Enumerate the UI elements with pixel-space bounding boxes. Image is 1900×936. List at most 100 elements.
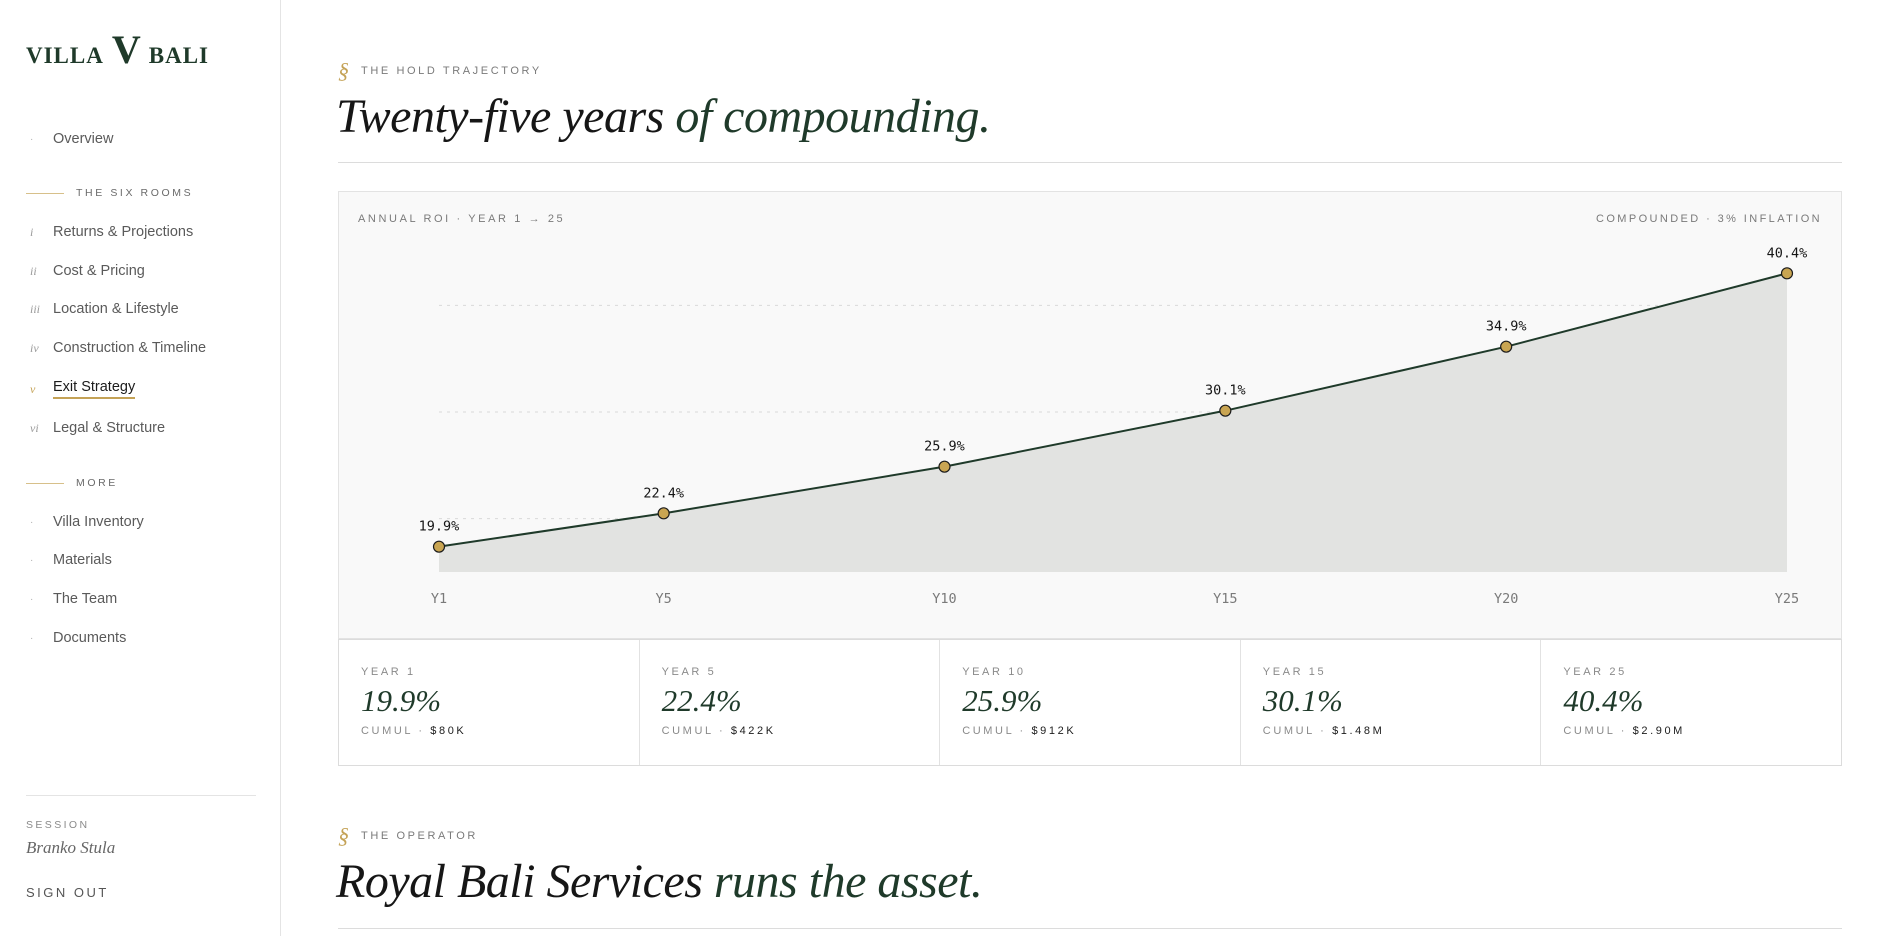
cumul-label: CUMUL · [962,725,1032,738]
sign-out-button[interactable]: SIGN OUT [26,885,109,900]
section-title: Royal Bali Services runs the asset. [336,854,983,909]
stat-key: YEAR 1 [361,666,416,678]
section-eyebrow: § THE HOLD TRAJECTORY [338,58,542,84]
roi-chart: ANNUAL ROI · YEAR 1 → 25 COMPOUNDED · 3%… [338,191,1842,639]
logo-word-villa: VILLA [26,43,104,68]
chart-data-label: 22.4% [643,485,684,501]
nav-label: The Team [53,591,118,607]
nav-label: Documents [53,630,127,646]
room-numeral: v [30,381,36,396]
chart-tick-label: Y20 [1494,591,1518,607]
chart-tick-label: Y25 [1775,591,1799,607]
nav-label: Returns & Projections [53,224,194,240]
session-label: SESSION [26,819,90,831]
nav-label: Cost & Pricing [53,263,145,279]
stat-cumul: CUMUL · $422K [662,725,940,737]
brand-logo[interactable]: VILLA V BALI [26,30,209,70]
section-divider [338,928,1842,929]
session-user: Branko Stula [26,838,116,857]
nav-item-overview[interactable]: · Overview [30,131,113,147]
stat-cumul: CUMUL · $1.48M [1263,725,1541,737]
nav-label: Exit Strategy [53,379,136,399]
chart-tick-label: Y5 [656,591,672,607]
chart-label-right: COMPOUNDED · 3% INFLATION [1595,213,1822,225]
eyebrow-text: THE OPERATOR [361,830,478,842]
stat-value: 25.9% [962,683,1043,718]
nav-item-construction[interactable]: iv Construction & Timeline [30,340,206,356]
chart-point [938,460,951,473]
sidebar: VILLA V BALI · Overview THE SIX ROOMS i … [0,0,281,936]
section-mark-icon: § [338,58,349,83]
stat-value: 19.9% [361,683,442,718]
nav-item-exit-strategy[interactable]: v Exit Strategy [30,379,136,399]
chart-point [657,507,670,520]
room-numeral: ii [30,263,37,278]
section-title: Twenty-five years of compounding. [336,89,991,144]
cumul-label: CUMUL · [361,725,431,738]
chart-line [438,272,1788,548]
room-numeral: iv [30,340,39,355]
nav-item-location[interactable]: iii Location & Lifestyle [30,301,179,317]
stat-cumul: CUMUL · $80K [361,725,639,737]
chart-canvas: 19.9% Y1 22.4% Y5 25.9% Y10 30.1% Y15 34.9% Y20 40… [419,245,1808,607]
section-title: THE SIX ROOMS [76,187,194,199]
cumul-value: $912K [1031,725,1077,738]
section-rule [26,192,64,194]
stat-cumul: CUMUL · $912K [962,725,1240,737]
section-mark-icon: § [338,823,349,848]
stats-strip: YEAR 1 19.9% CUMUL · $80K YEAR 5 22.4% C… [338,639,1842,766]
nav-label: Materials [53,552,112,568]
nav-label: Villa Inventory [53,514,144,530]
nav-label: Construction & Timeline [53,340,207,356]
nav-item-documents[interactable]: · Documents [30,630,126,646]
chart-tick-label: Y1 [431,591,447,607]
stat-card: YEAR 25 40.4% CUMUL · $2.90M [1541,640,1841,765]
stat-key: YEAR 15 [1262,666,1327,678]
cumul-value: $1.48M [1332,725,1385,738]
stat-card: YEAR 1 19.9% CUMUL · $80K [339,640,640,765]
section-divider [338,162,1842,163]
stat-key: YEAR 5 [661,666,717,678]
stat-value: 40.4% [1563,683,1644,718]
bullet-icon: · [30,632,34,644]
sidebar-divider [26,795,256,796]
chart-data-label: 25.9% [924,439,965,455]
stat-key: YEAR 10 [962,666,1026,678]
nav-item-returns[interactable]: i Returns & Projections [30,224,193,240]
section-eyebrow: § THE OPERATOR [338,823,478,849]
bullet-icon: · [30,554,34,566]
cumul-label: CUMUL · [1262,725,1333,738]
nav-item-villa-inventory[interactable]: · Villa Inventory [30,514,144,530]
stat-card: YEAR 15 30.1% CUMUL · $1.48M [1241,640,1542,765]
stat-key: YEAR 25 [1563,666,1627,678]
section-title: MORE [76,477,118,489]
chart-data-label: 40.4% [1767,245,1808,261]
bullet-icon: · [30,133,34,145]
chart-tick-label: Y15 [1213,591,1237,607]
nav-item-cost[interactable]: ii Cost & Pricing [30,263,145,279]
cumul-label: CUMUL · [661,725,731,738]
title-plain: Twenty-five years [336,90,664,143]
chart-point [432,540,446,553]
stat-cumul: CUMUL · $2.90M [1563,725,1841,737]
cumul-value: $80K [430,725,467,738]
cumul-label: CUMUL · [1563,725,1633,738]
nav-item-materials[interactable]: · Materials [30,552,112,568]
room-numeral: i [30,224,34,239]
logo-word-bali: BALI [148,43,209,68]
chart-area [439,273,1787,572]
title-plain: Royal Bali Services [336,855,703,908]
bullet-icon: · [30,593,34,605]
nav-item-team[interactable]: · The Team [30,591,117,607]
cumul-value: $422K [730,725,776,738]
nav-item-legal[interactable]: vi Legal & Structure [30,420,165,436]
nav-label: Overview [53,131,114,147]
nav-label: Location & Lifestyle [53,301,179,317]
nav-label: Legal & Structure [53,420,166,436]
eyebrow-text: THE HOLD TRAJECTORY [361,65,542,77]
chart-point [1780,267,1794,280]
stat-value: 22.4% [661,683,742,718]
logo-mark: V [111,27,141,72]
chart-label-left: ANNUAL ROI · YEAR 1 → 25 [358,213,566,225]
section-head-six-rooms: THE SIX ROOMS [26,187,193,199]
